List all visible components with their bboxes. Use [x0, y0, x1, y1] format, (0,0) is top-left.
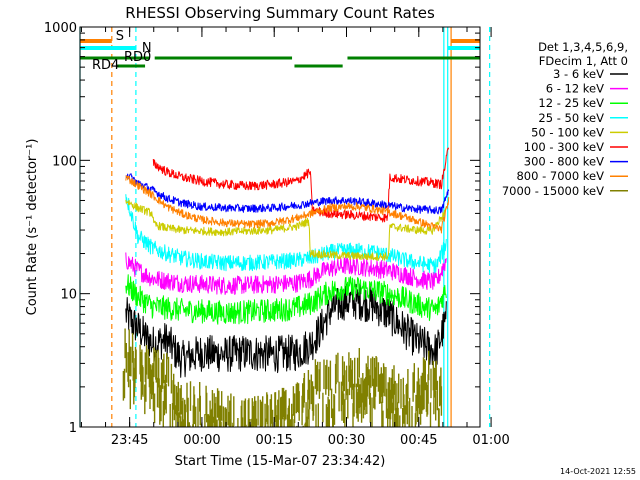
series-line-300-800keV: [125, 173, 450, 215]
legend-header-0: Det 1,3,4,5,6,9,: [538, 40, 628, 54]
x-axis-label: Start Time (15-Mar-07 23:34:42): [175, 454, 386, 469]
legend-label-0: 3 - 6 keV: [553, 67, 604, 81]
y-tick-label-0: 1: [69, 421, 77, 436]
y-tick-label-3: 1000: [44, 21, 77, 36]
series-line-800-7000keV: [125, 175, 450, 234]
series-line-50-100keV: [125, 199, 447, 261]
chart-title: RHESSI Observing Summary Count Rates: [125, 4, 435, 22]
legend-label-8: 7000 - 15000 keV: [502, 184, 604, 198]
legend-label-4: 50 - 100 keV: [531, 125, 604, 139]
footer-timestamp: 14-Oct-2021 12:55: [560, 467, 636, 476]
legend-label-6: 300 - 800 keV: [524, 155, 604, 169]
series-5: [152, 147, 450, 223]
flag-rd0-label: RD0: [124, 50, 151, 65]
x-tick-label-0: 23:45: [111, 433, 148, 448]
legend: Det 1,3,4,5,6,9,FDecim 1, Att 03 - 6 keV…: [502, 40, 628, 198]
axes: 1 10 100 1000 23:45 00:00 00:15 00:30 00:45 01:00: [44, 21, 510, 448]
legend-label-5: 100 - 300 keV: [524, 140, 604, 154]
series-line-100-300keV: [152, 147, 450, 223]
series-line-6-12keV: [125, 252, 447, 295]
legend-label-7: 800 - 7000 keV: [516, 169, 604, 183]
y-tick-label-1: 10: [60, 288, 77, 303]
series-2: [125, 274, 447, 325]
plot-frame: [79, 26, 481, 428]
series-7: [125, 175, 450, 234]
legend-label-2: 12 - 25 keV: [538, 96, 604, 110]
series-line-3-6keV: [125, 283, 447, 378]
series-line-25-50keV: [125, 194, 447, 274]
x-tick-label-1: 00:00: [183, 433, 220, 448]
series-6: [125, 173, 450, 215]
x-tick-label-5: 01:00: [472, 433, 509, 448]
legend-header-1: FDecim 1, Att 0: [539, 54, 628, 68]
series-4: [125, 199, 447, 261]
series-1: [125, 252, 447, 295]
y-axis-label: Count Rate (s⁻¹ detector⁻¹): [25, 139, 40, 316]
legend-label-3: 25 - 50 keV: [538, 111, 604, 125]
data-series: [122, 147, 450, 427]
x-tick-label-4: 00:45: [400, 433, 437, 448]
flag-s-label: S: [116, 29, 124, 44]
series-0: [125, 283, 447, 378]
x-tick-label-2: 00:15: [255, 433, 292, 448]
flag-n-label: N: [142, 41, 152, 56]
flag-rd4-label: RD4: [92, 58, 119, 73]
series-line-12-25keV: [125, 274, 447, 325]
x-tick-label-3: 00:30: [328, 433, 365, 448]
series-3: [125, 194, 447, 274]
y-tick-label-2: 100: [52, 154, 77, 169]
legend-label-1: 6 - 12 keV: [546, 82, 604, 96]
